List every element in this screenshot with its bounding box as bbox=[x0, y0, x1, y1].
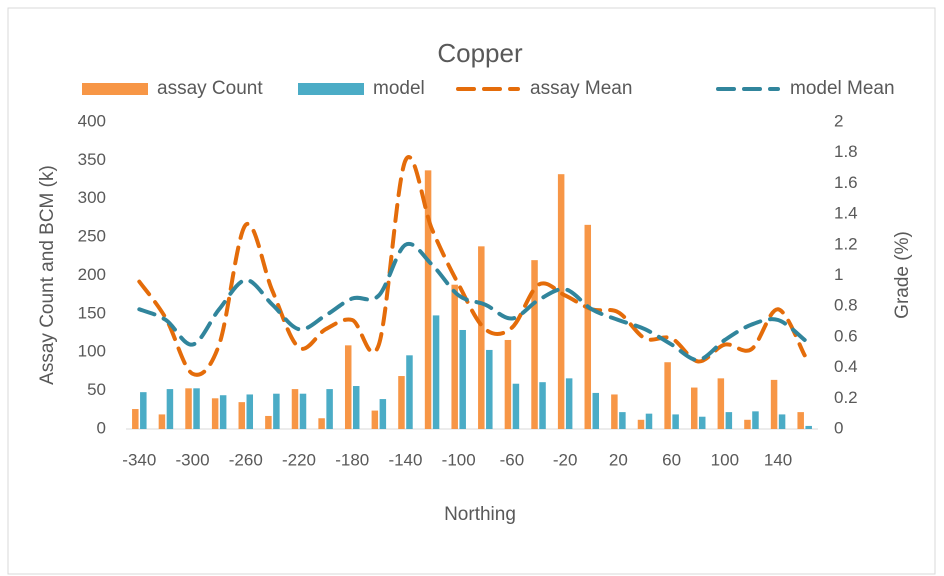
x-tick-label: -60 bbox=[500, 450, 525, 469]
bar bbox=[504, 339, 512, 429]
bar bbox=[592, 392, 600, 429]
bar bbox=[424, 170, 432, 430]
bar bbox=[619, 412, 626, 429]
x-tick-label: -180 bbox=[335, 450, 369, 469]
y-tick-label: 250 bbox=[78, 227, 106, 246]
x-tick-label: 20 bbox=[609, 450, 628, 469]
bar bbox=[352, 386, 360, 429]
legend-label: assay Count bbox=[157, 78, 263, 99]
bar bbox=[690, 387, 698, 429]
bar bbox=[299, 393, 307, 429]
bar bbox=[291, 389, 299, 429]
y2-tick-label: 0.6 bbox=[834, 326, 858, 345]
y-tick-label: 50 bbox=[87, 380, 106, 399]
bar bbox=[219, 395, 227, 429]
y2-tick-label: 1.8 bbox=[834, 142, 858, 161]
legend-label: model Mean bbox=[790, 78, 895, 99]
bar bbox=[805, 425, 812, 429]
x-tick-label: -340 bbox=[122, 450, 156, 469]
x-tick-label: 100 bbox=[711, 450, 739, 469]
bar bbox=[664, 362, 671, 429]
line-series bbox=[137, 155, 807, 377]
bar bbox=[698, 416, 706, 429]
bar bbox=[451, 284, 458, 429]
bar bbox=[531, 260, 538, 429]
x-tick-label: 60 bbox=[662, 450, 681, 469]
legend-swatch bbox=[298, 83, 364, 95]
bar bbox=[158, 414, 166, 429]
bar bbox=[611, 394, 618, 429]
x-tick-label: -20 bbox=[553, 450, 578, 469]
y-tick-label: 100 bbox=[78, 342, 106, 361]
bar bbox=[717, 378, 725, 429]
bar bbox=[398, 376, 405, 429]
bar bbox=[140, 392, 147, 429]
bar bbox=[557, 174, 565, 429]
bar bbox=[326, 389, 333, 429]
y-tick-label: 200 bbox=[78, 265, 106, 284]
y-tick-label: 0 bbox=[97, 418, 106, 437]
chart-frame bbox=[7, 7, 936, 575]
bar bbox=[406, 355, 413, 429]
bar bbox=[371, 410, 379, 429]
bar bbox=[565, 378, 573, 429]
legend-label: model bbox=[373, 78, 425, 99]
y-tick-label: 300 bbox=[78, 188, 106, 207]
y2-tick-label: 0.2 bbox=[834, 388, 858, 407]
bar bbox=[725, 412, 733, 429]
bar bbox=[744, 419, 751, 429]
bar bbox=[273, 393, 280, 429]
bar bbox=[486, 349, 493, 429]
x-tick-label: -220 bbox=[282, 450, 316, 469]
y-axis-title: Assay Count and BCM (k) bbox=[37, 165, 58, 385]
bar bbox=[770, 379, 778, 429]
bar bbox=[166, 389, 174, 429]
bar bbox=[512, 383, 520, 429]
y2-tick-label: 1.4 bbox=[834, 204, 858, 223]
bar bbox=[318, 418, 325, 429]
y-tick-label: 400 bbox=[78, 111, 106, 130]
bar bbox=[246, 394, 254, 429]
y2-axis-title: Grade (%) bbox=[892, 231, 913, 319]
bar bbox=[539, 382, 546, 429]
bar bbox=[432, 315, 440, 429]
bar bbox=[185, 388, 192, 429]
bar bbox=[478, 246, 485, 429]
bar bbox=[211, 398, 219, 429]
line-series bbox=[137, 241, 807, 362]
legend-swatch bbox=[82, 83, 148, 95]
bar bbox=[637, 419, 645, 429]
bar bbox=[752, 411, 759, 429]
chart-title: Copper bbox=[437, 38, 523, 68]
y2-tick-label: 1.2 bbox=[834, 234, 858, 253]
bar bbox=[459, 329, 466, 429]
bar bbox=[379, 399, 387, 429]
x-tick-label: -300 bbox=[176, 450, 210, 469]
bar bbox=[265, 415, 272, 429]
bar bbox=[344, 345, 352, 429]
y2-tick-label: 0.4 bbox=[834, 357, 858, 376]
y2-tick-label: 0 bbox=[834, 418, 843, 437]
bar bbox=[645, 413, 653, 429]
y2-tick-label: 2 bbox=[834, 111, 843, 130]
bar bbox=[584, 224, 592, 429]
y2-tick-label: 0.8 bbox=[834, 296, 858, 315]
y2-tick-label: 1.6 bbox=[834, 173, 858, 192]
x-axis-title: Northing bbox=[444, 504, 516, 525]
bar bbox=[238, 402, 246, 429]
legend-label: assay Mean bbox=[530, 78, 632, 99]
x-tick-label: -260 bbox=[229, 450, 263, 469]
bar bbox=[672, 414, 679, 429]
bar bbox=[193, 388, 200, 429]
bar bbox=[797, 412, 804, 429]
y-tick-label: 350 bbox=[78, 150, 106, 169]
y-tick-label: 150 bbox=[78, 303, 106, 322]
x-tick-label: -100 bbox=[442, 450, 476, 469]
y2-tick-label: 1 bbox=[834, 265, 843, 284]
bar bbox=[132, 409, 139, 429]
bar bbox=[778, 414, 786, 429]
x-tick-label: 140 bbox=[764, 450, 792, 469]
x-tick-label: -140 bbox=[388, 450, 422, 469]
